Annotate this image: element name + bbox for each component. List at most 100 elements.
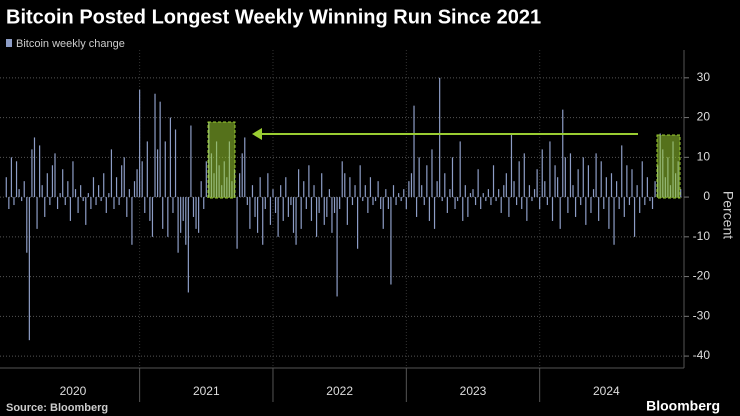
bar <box>254 197 256 217</box>
bar <box>244 137 246 198</box>
brand: Bloomberg <box>646 398 720 414</box>
bar <box>541 149 543 198</box>
bar <box>195 197 197 229</box>
bar <box>651 197 654 209</box>
bar <box>554 165 556 198</box>
bar <box>564 157 566 198</box>
bar <box>462 197 464 221</box>
highlight-box <box>207 121 236 199</box>
bar <box>364 185 366 198</box>
bar <box>626 165 628 198</box>
bar <box>477 169 479 198</box>
bar <box>182 197 184 221</box>
bar <box>80 185 82 198</box>
bar <box>295 197 297 245</box>
bar <box>74 189 77 198</box>
bar <box>457 197 459 202</box>
bar <box>128 189 130 198</box>
bar <box>339 197 341 209</box>
bar <box>359 165 361 198</box>
bar <box>331 197 333 233</box>
bar <box>95 197 97 206</box>
bar <box>392 185 395 198</box>
bar <box>492 165 495 198</box>
bar <box>405 197 407 209</box>
bar <box>387 197 389 209</box>
bar <box>362 197 364 202</box>
bar <box>139 89 141 198</box>
bar <box>10 157 13 198</box>
bar <box>474 197 477 206</box>
bar <box>277 197 279 237</box>
bar <box>454 197 456 209</box>
bar <box>562 109 564 198</box>
bar <box>203 197 205 209</box>
bar <box>174 129 177 198</box>
bar <box>380 197 382 209</box>
bar <box>100 197 102 202</box>
bar <box>459 141 461 198</box>
bar <box>587 165 589 198</box>
bar <box>267 173 269 198</box>
bar <box>415 197 418 217</box>
bar <box>262 197 264 245</box>
bar <box>300 197 302 229</box>
bar <box>446 197 448 213</box>
bar <box>628 197 631 206</box>
bar <box>23 181 25 198</box>
bar <box>636 185 638 198</box>
bar <box>559 197 561 229</box>
bar <box>590 197 592 213</box>
bar <box>567 197 569 213</box>
bar <box>618 197 620 209</box>
bar <box>110 149 113 198</box>
bar <box>187 197 189 293</box>
bar <box>510 133 513 198</box>
bar <box>485 197 487 202</box>
bar <box>192 197 195 217</box>
legend-label: Bitcoin weekly change <box>16 38 125 50</box>
bar <box>326 197 328 217</box>
bar <box>241 153 243 198</box>
bar <box>585 197 587 225</box>
bar <box>608 197 610 229</box>
bar <box>82 197 84 202</box>
bar <box>103 173 105 198</box>
bar <box>441 197 443 202</box>
bar <box>39 145 41 198</box>
bar <box>113 197 115 209</box>
bar <box>572 185 574 198</box>
bar <box>126 197 128 217</box>
bar <box>190 125 192 198</box>
bar <box>67 181 69 198</box>
bar <box>508 197 510 217</box>
bar <box>367 197 369 213</box>
bar <box>5 177 7 198</box>
bar <box>292 197 295 233</box>
bar <box>259 177 261 198</box>
bar <box>574 197 577 217</box>
bar <box>167 197 169 237</box>
bar <box>64 197 66 206</box>
bar <box>72 161 74 198</box>
bar <box>323 197 325 225</box>
bar <box>87 193 89 198</box>
bar <box>274 197 277 213</box>
bar <box>369 177 372 198</box>
bar <box>464 185 466 198</box>
bar <box>308 165 310 198</box>
bar <box>90 197 92 209</box>
bar <box>162 197 164 229</box>
bar <box>36 197 38 229</box>
bar <box>646 177 648 198</box>
bar <box>513 181 515 198</box>
bar <box>239 173 241 198</box>
bar <box>523 153 525 198</box>
bar <box>390 197 392 285</box>
x-tick-label: 2021 <box>193 384 220 398</box>
bar <box>495 197 497 202</box>
bar <box>498 189 500 198</box>
bar <box>28 197 30 341</box>
bar <box>649 197 651 202</box>
